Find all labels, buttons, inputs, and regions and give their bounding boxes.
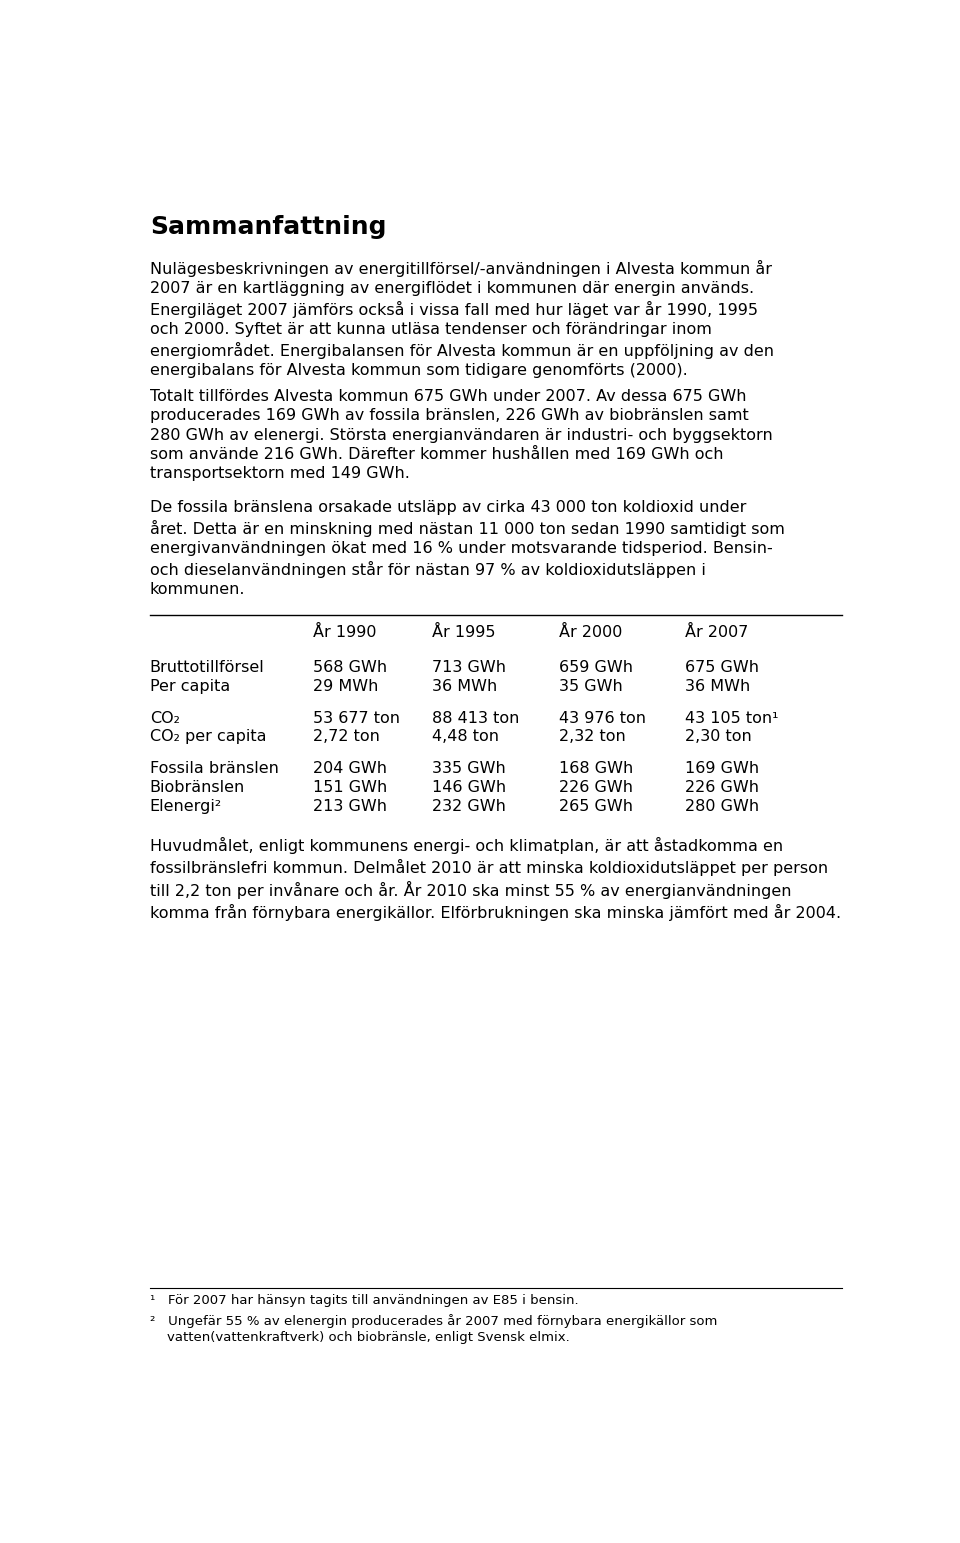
Text: Huvudmålet, enligt kommunens energi- och klimatplan, är att åstadkomma en
fossil: Huvudmålet, enligt kommunens energi- och… bbox=[150, 836, 841, 921]
Text: 568 GWh: 568 GWh bbox=[313, 660, 388, 674]
Text: 675 GWh: 675 GWh bbox=[685, 660, 759, 674]
Text: 2,72 ton: 2,72 ton bbox=[313, 730, 380, 744]
Text: Per capita: Per capita bbox=[150, 679, 230, 694]
Text: 713 GWh: 713 GWh bbox=[432, 660, 507, 674]
Text: År 1995: År 1995 bbox=[432, 625, 496, 639]
Text: 146 GWh: 146 GWh bbox=[432, 781, 507, 795]
Text: Elenergi²: Elenergi² bbox=[150, 799, 222, 813]
Text: 265 GWh: 265 GWh bbox=[559, 799, 633, 813]
Text: År 2000: År 2000 bbox=[559, 625, 622, 639]
Text: 36 MWh: 36 MWh bbox=[432, 679, 497, 694]
Text: CO₂: CO₂ bbox=[150, 711, 180, 725]
Text: 151 GWh: 151 GWh bbox=[313, 781, 388, 795]
Text: 35 GWh: 35 GWh bbox=[559, 679, 623, 694]
Text: 4,48 ton: 4,48 ton bbox=[432, 730, 499, 744]
Text: Biobränslen: Biobränslen bbox=[150, 781, 245, 795]
Text: CO₂ per capita: CO₂ per capita bbox=[150, 730, 266, 744]
Text: 168 GWh: 168 GWh bbox=[559, 761, 634, 776]
Text: 36 MWh: 36 MWh bbox=[685, 679, 751, 694]
Text: 226 GWh: 226 GWh bbox=[559, 781, 633, 795]
Text: De fossila bränslena orsakade utsläpp av cirka 43 000 ton koldioxid under
året. : De fossila bränslena orsakade utsläpp av… bbox=[150, 500, 784, 597]
Text: Nulägesbeskrivningen av energitillförsel/-användningen i Alvesta kommun år
2007 : Nulägesbeskrivningen av energitillförsel… bbox=[150, 261, 774, 378]
Text: 232 GWh: 232 GWh bbox=[432, 799, 506, 813]
Text: Bruttotillförsel: Bruttotillförsel bbox=[150, 660, 265, 674]
Text: År 2007: År 2007 bbox=[685, 625, 749, 639]
Text: Fossila bränslen: Fossila bränslen bbox=[150, 761, 278, 776]
Text: 213 GWh: 213 GWh bbox=[313, 799, 388, 813]
Text: 53 677 ton: 53 677 ton bbox=[313, 711, 400, 725]
Text: 169 GWh: 169 GWh bbox=[685, 761, 759, 776]
Text: 88 413 ton: 88 413 ton bbox=[432, 711, 520, 725]
Text: 2,30 ton: 2,30 ton bbox=[685, 730, 753, 744]
Text: År 1990: År 1990 bbox=[313, 625, 377, 639]
Text: 226 GWh: 226 GWh bbox=[685, 781, 759, 795]
Text: 43 976 ton: 43 976 ton bbox=[559, 711, 646, 725]
Text: 204 GWh: 204 GWh bbox=[313, 761, 388, 776]
Text: Totalt tillfördes Alvesta kommun 675 GWh under 2007. Av dessa 675 GWh
producerad: Totalt tillfördes Alvesta kommun 675 GWh… bbox=[150, 389, 773, 481]
Text: 43 105 ton¹: 43 105 ton¹ bbox=[685, 711, 779, 725]
Text: 335 GWh: 335 GWh bbox=[432, 761, 506, 776]
Text: 2,32 ton: 2,32 ton bbox=[559, 730, 626, 744]
Text: ¹   För 2007 har hänsyn tagits till användningen av E85 i bensin.: ¹ För 2007 har hänsyn tagits till använd… bbox=[150, 1293, 578, 1307]
Text: 659 GWh: 659 GWh bbox=[559, 660, 633, 674]
Text: ²   Ungefär 55 % av elenergin producerades år 2007 med förnybara energikällor so: ² Ungefär 55 % av elenergin producerades… bbox=[150, 1315, 717, 1344]
Text: 280 GWh: 280 GWh bbox=[685, 799, 759, 813]
Text: 29 MWh: 29 MWh bbox=[313, 679, 379, 694]
Text: Sammanfattning: Sammanfattning bbox=[150, 214, 386, 239]
